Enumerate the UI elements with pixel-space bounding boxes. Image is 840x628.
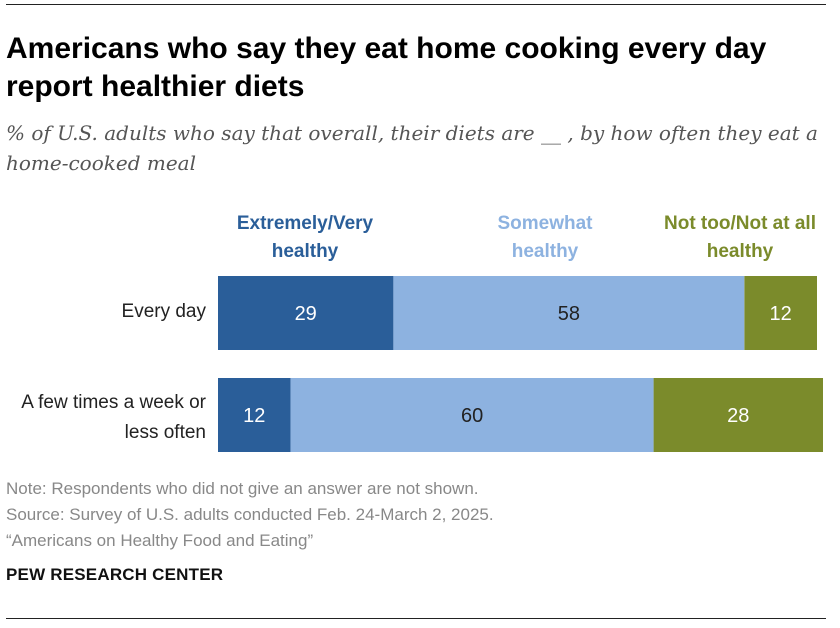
data-label-a-few-times-a-week-or-less-often-extremely-very-healthy: 12: [243, 405, 265, 427]
note-text: Note: Respondents who did not give an an…: [6, 479, 479, 498]
data-label-every-day-extremely-very-healthy: 29: [295, 303, 317, 325]
legend-extremely-very-healthy: Extremely/Very healthy: [236, 213, 374, 262]
category-label-every-day: Every day: [121, 301, 206, 322]
bar-every-day-extremely-very-healthy: [218, 276, 394, 350]
bar-every-day-not-too-not-at-all-healthy: [744, 276, 817, 350]
bottom-rule: [6, 618, 826, 619]
bar-a-few-times-a-week-or-less-often-somewhat-healthy: [290, 378, 654, 452]
bar-a-few-times-a-week-or-less-often-not-too-not-at-all-healthy: [653, 378, 823, 452]
legend-not-too-not-at-all-healthy: Not too/Not at all healthy: [664, 213, 816, 262]
chart-title: Americans who say they eat home cooking …: [6, 32, 767, 103]
legend-somewhat-healthy: Somewhat healthy: [497, 213, 593, 262]
bar-every-day-somewhat-healthy: [393, 276, 745, 350]
data-label-every-day-not-too-not-at-all-healthy: 12: [769, 303, 791, 325]
chart-subtitle: % of U.S. adults who say that overall, t…: [6, 121, 818, 175]
category-label-few-times-week: A few times a week or less often: [21, 392, 206, 443]
top-rule: [6, 4, 826, 5]
data-label-a-few-times-a-week-or-less-often-not-too-not-at-all-healthy: 28: [727, 405, 749, 427]
data-label-a-few-times-a-week-or-less-often-somewhat-healthy: 60: [461, 405, 483, 427]
source-text: Source: Survey of U.S. adults conducted …: [6, 505, 494, 524]
footnotes: Note: Respondents who did not give an an…: [6, 476, 494, 554]
brand-logo-text: PEW RESEARCH CENTER: [6, 565, 224, 584]
data-label-every-day-somewhat-healthy: 58: [558, 303, 580, 325]
report-title-text: “Americans on Healthy Food and Eating”: [6, 531, 314, 550]
bar-a-few-times-a-week-or-less-often-extremely-very-healthy: [218, 378, 291, 452]
